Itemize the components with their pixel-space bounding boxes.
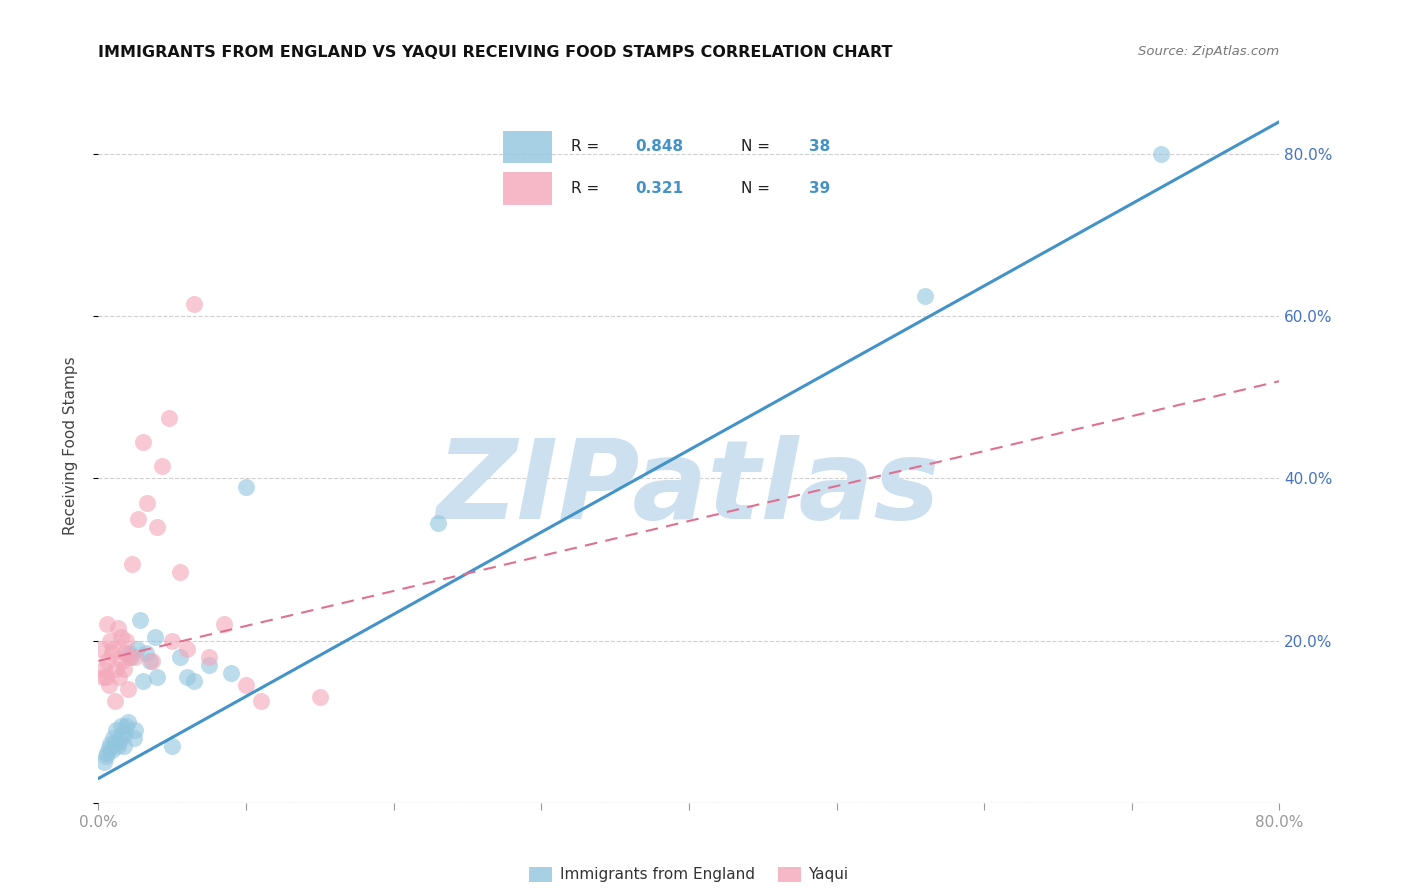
Point	[114, 727, 136, 741]
Point	[141, 654, 163, 668]
Text: R =: R =	[571, 181, 605, 196]
Point	[114, 646, 136, 660]
Point	[250, 694, 273, 708]
Text: 0.848: 0.848	[636, 139, 683, 154]
Text: 38: 38	[810, 139, 831, 154]
Point	[309, 690, 332, 705]
Point	[162, 633, 183, 648]
Point	[212, 617, 235, 632]
Point	[90, 641, 112, 656]
Point	[143, 630, 166, 644]
Text: N =: N =	[741, 139, 775, 154]
Point	[914, 289, 936, 303]
Point	[125, 641, 148, 656]
Bar	[503, 172, 553, 205]
Point	[108, 670, 131, 684]
Point	[91, 670, 114, 684]
Point	[117, 682, 139, 697]
Point	[146, 670, 169, 684]
Text: N =: N =	[741, 181, 775, 196]
Point	[169, 649, 191, 664]
Point	[117, 714, 139, 729]
Point	[96, 746, 118, 760]
Point	[104, 694, 127, 708]
Text: R =: R =	[571, 139, 605, 154]
Point	[157, 410, 180, 425]
Point	[111, 654, 134, 668]
Point	[121, 557, 143, 571]
Point	[198, 657, 221, 672]
Point	[124, 649, 146, 664]
Point	[176, 670, 198, 684]
Point	[98, 738, 121, 752]
Point	[107, 622, 129, 636]
Point	[97, 740, 120, 755]
Point	[115, 633, 138, 648]
Point	[162, 739, 183, 753]
Point	[221, 666, 243, 681]
Point	[235, 479, 257, 493]
Point	[427, 516, 450, 530]
Point	[94, 670, 117, 684]
Point	[105, 723, 128, 737]
Point	[176, 641, 198, 656]
Point	[132, 434, 155, 449]
Y-axis label: Receiving Food Stamps: Receiving Food Stamps	[63, 357, 77, 535]
Point	[139, 654, 162, 668]
Point	[124, 723, 146, 737]
Point	[112, 739, 135, 753]
Point	[127, 512, 149, 526]
Point	[93, 662, 115, 676]
Point	[150, 459, 173, 474]
Point	[100, 646, 122, 660]
Point	[111, 727, 134, 741]
Point	[112, 662, 135, 676]
Point	[135, 646, 157, 660]
Text: ZIPatlas: ZIPatlas	[437, 435, 941, 542]
Text: 39: 39	[810, 181, 831, 196]
Point	[235, 678, 257, 692]
Text: 0.321: 0.321	[636, 181, 683, 196]
Point	[115, 719, 138, 733]
Point	[132, 674, 155, 689]
Point	[96, 654, 118, 668]
Point	[97, 678, 120, 692]
Point	[108, 735, 131, 749]
Point	[94, 748, 117, 763]
Point	[118, 649, 141, 664]
Text: IMMIGRANTS FROM ENGLAND VS YAQUI RECEIVING FOOD STAMPS CORRELATION CHART: IMMIGRANTS FROM ENGLAND VS YAQUI RECEIVI…	[98, 45, 893, 60]
Point	[169, 565, 191, 579]
Point	[96, 617, 118, 632]
Point	[110, 719, 132, 733]
Point	[122, 731, 145, 745]
Point	[136, 496, 159, 510]
Point	[146, 520, 169, 534]
Point	[128, 613, 150, 627]
Point	[105, 662, 128, 676]
Text: Source: ZipAtlas.com: Source: ZipAtlas.com	[1139, 45, 1279, 58]
Point	[93, 756, 115, 770]
Point	[100, 743, 122, 757]
Point	[104, 735, 127, 749]
Point	[103, 731, 125, 745]
Point	[110, 630, 132, 644]
Point	[183, 297, 205, 311]
Legend: Immigrants from England, Yaqui: Immigrants from England, Yaqui	[523, 861, 855, 888]
Bar	[503, 130, 553, 163]
Point	[107, 739, 129, 753]
Point	[103, 641, 125, 656]
Point	[198, 649, 221, 664]
Point	[98, 633, 121, 648]
Point	[183, 674, 205, 689]
Point	[118, 646, 141, 660]
Point	[120, 649, 142, 664]
Point	[1150, 147, 1173, 161]
